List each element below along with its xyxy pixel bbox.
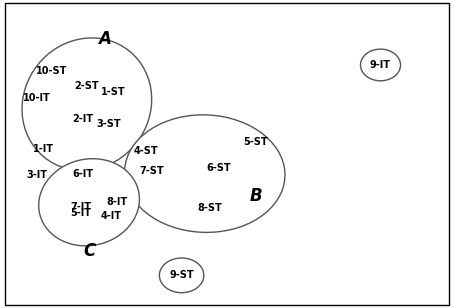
Text: 4-IT: 4-IT: [101, 211, 122, 221]
Text: 2-IT: 2-IT: [72, 114, 93, 124]
Text: 1-IT: 1-IT: [33, 144, 54, 155]
Text: 3-ST: 3-ST: [97, 119, 121, 129]
Text: 10-IT: 10-IT: [23, 93, 50, 103]
Text: 7-IT: 7-IT: [70, 202, 92, 212]
Text: 2-ST: 2-ST: [74, 81, 99, 91]
Ellipse shape: [39, 159, 139, 246]
Text: 10-ST: 10-ST: [35, 66, 67, 76]
Text: B: B: [250, 187, 262, 205]
Text: 8-IT: 8-IT: [107, 197, 128, 207]
Text: 7-ST: 7-ST: [139, 166, 164, 176]
Text: C: C: [83, 242, 95, 260]
Text: 5-ST: 5-ST: [244, 137, 268, 147]
Ellipse shape: [124, 115, 285, 233]
Text: 3-IT: 3-IT: [26, 170, 47, 180]
Text: 9-ST: 9-ST: [169, 270, 194, 280]
Ellipse shape: [22, 38, 152, 170]
Text: 1-ST: 1-ST: [101, 87, 126, 97]
Ellipse shape: [360, 49, 400, 81]
Text: 9-IT: 9-IT: [370, 60, 391, 70]
Text: 6-IT: 6-IT: [72, 168, 93, 179]
Text: 6-ST: 6-ST: [207, 163, 231, 172]
Text: 4-ST: 4-ST: [134, 146, 158, 156]
Text: 8-ST: 8-ST: [198, 203, 222, 213]
Text: 5-IT: 5-IT: [70, 208, 92, 218]
Text: A: A: [98, 30, 111, 48]
Ellipse shape: [159, 258, 204, 293]
